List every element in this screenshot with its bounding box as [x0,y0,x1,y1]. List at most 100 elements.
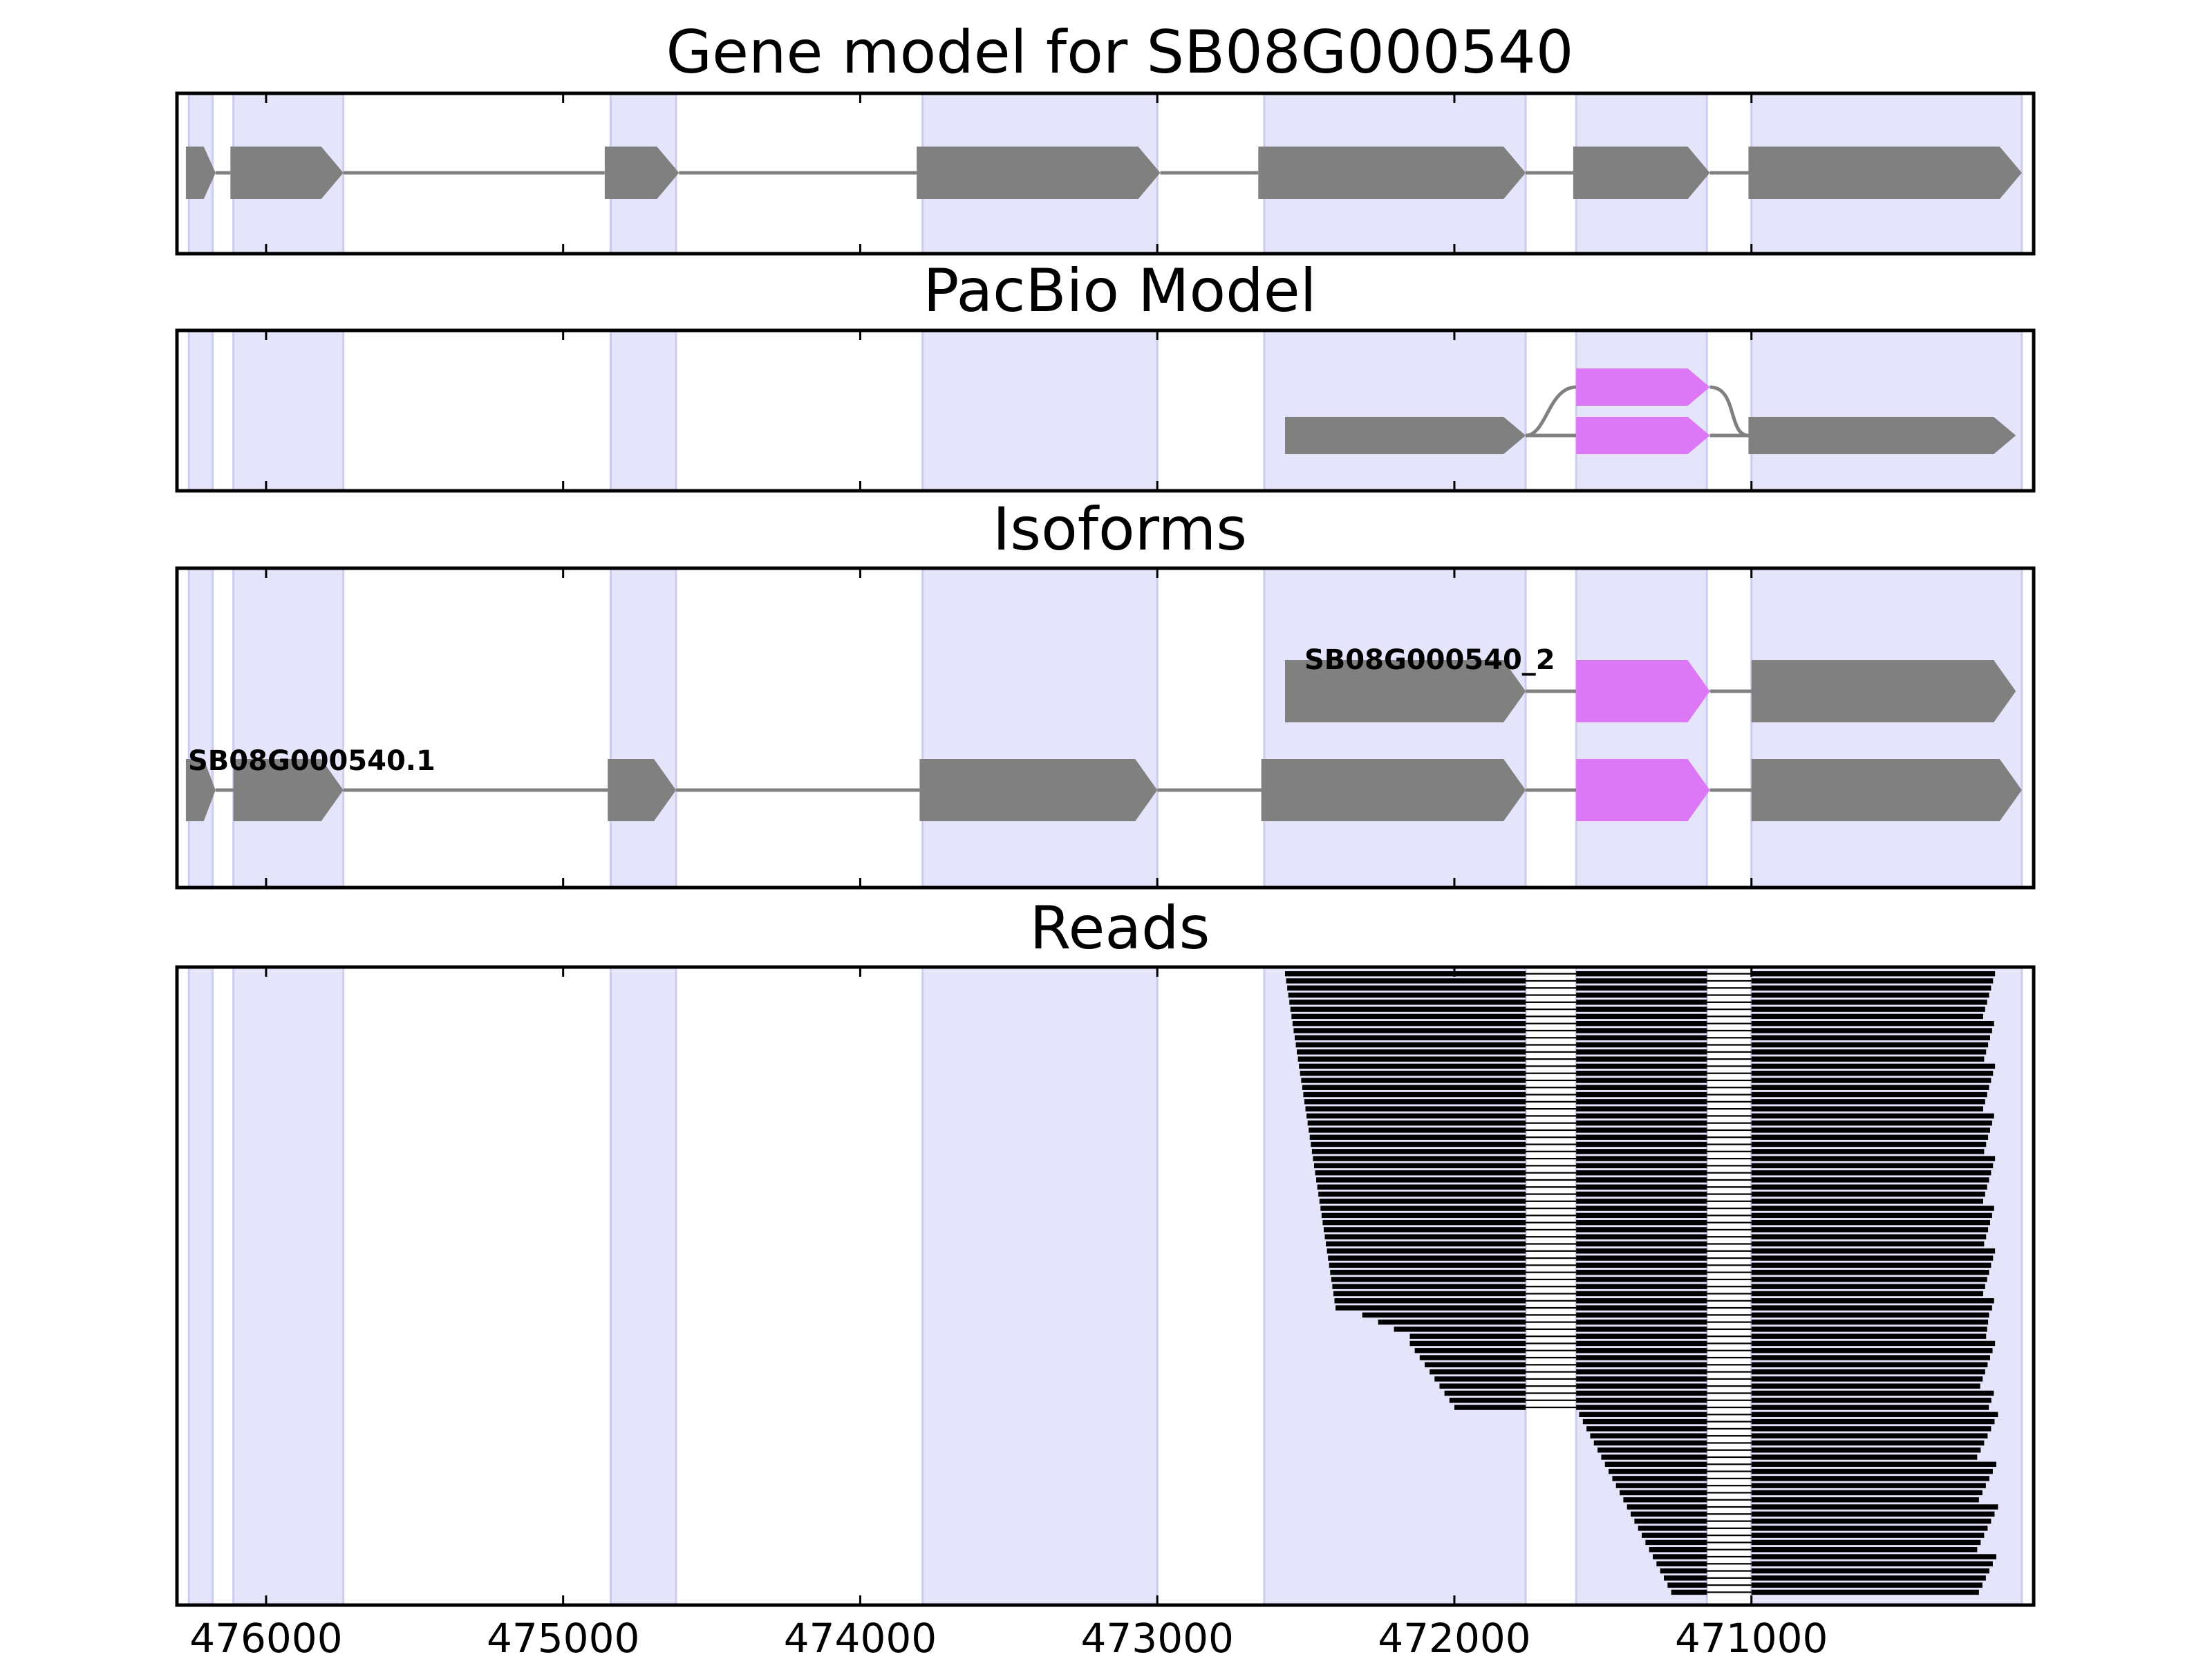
read-gap-line [1707,1271,1752,1273]
read-gap-line [1707,1535,1752,1537]
read-gap-line [1526,1029,1577,1032]
read-gap-line [1707,1037,1752,1039]
read-segment [1576,1042,1707,1048]
read-gap-line [1707,1065,1752,1067]
read-gap-line [1526,980,1577,982]
exon-band [1575,567,1708,889]
read-gap-line [1526,1129,1577,1132]
read-segment [1424,1362,1526,1368]
alt-exon-arrow [1576,759,1710,821]
read-gap-line [1707,1100,1752,1103]
x-tick-label: 475000 [487,1615,639,1659]
read-gap-line [1707,1449,1752,1451]
read-segment [1576,1284,1707,1289]
read-segment [1329,1262,1526,1268]
read-gap-line [1707,1044,1752,1046]
read-segment [1751,1518,1991,1524]
read-gap-line [1707,1385,1752,1387]
pacbio-model-panel-ticks [265,330,1753,491]
exon-band [232,329,345,492]
read-segment [1576,1000,1707,1005]
exon-band [187,567,214,889]
read-segment [1751,1383,1980,1389]
read-segment [1751,1369,1985,1375]
read-segment [1638,1526,1707,1531]
read-segment [1751,1291,1983,1297]
read-segment [1751,1547,1978,1553]
read-gap-line [1526,973,1577,975]
read-segment [1751,992,1989,998]
read-segment [1576,1199,1707,1204]
read-gap-line [1707,1364,1752,1366]
read-segment [1751,1319,1989,1325]
exon-band [609,567,677,889]
read-segment [1335,1305,1526,1311]
read-segment [1430,1369,1526,1375]
read-segment [1664,1575,1707,1581]
read-gap-line [1707,1022,1752,1024]
reads-panel: Reads [175,894,2036,1607]
read-segment [1449,1398,1526,1403]
read-segment [1576,1291,1707,1297]
read-segment [1313,1156,1526,1161]
read-segment [1299,1063,1526,1069]
gene-model-panel-frame [175,91,2036,256]
read-segment [1439,1383,1526,1389]
read-segment [1444,1390,1526,1396]
read-segment [1645,1539,1707,1546]
read-gap-line [1707,1349,1752,1351]
read-gap-line [1526,1022,1577,1024]
read-gap-line [1707,1186,1752,1188]
read-gap-line [1707,1278,1752,1281]
read-segment [1576,1078,1707,1083]
read-segment [1751,1248,1996,1254]
read-segment [1751,1582,1983,1588]
read-segment [1576,1398,1707,1403]
pacbio-model-panel-title: PacBio Model [923,256,1316,326]
read-segment [1751,1305,1992,1311]
alt-exon-arrow [1576,660,1710,722]
read-segment [1751,1234,1987,1239]
read-gap-line [1707,1442,1752,1444]
reads-panel-ticks [265,967,1753,1605]
read-segment [1751,1440,1985,1446]
read-segment [1751,1056,1985,1062]
read-segment [1751,1212,1992,1219]
read-gap-line [1707,1087,1752,1089]
read-segment [1593,1440,1707,1446]
read-segment [1642,1533,1707,1538]
read-segment [1751,1277,1987,1282]
read-gap-line [1707,1541,1752,1544]
read-segment [1751,1141,1987,1147]
read-segment [1315,1170,1526,1176]
exon-band [232,966,345,1606]
read-gap-line [1707,1427,1752,1430]
read-gap-line [1707,1058,1752,1060]
exon-band [1263,329,1527,492]
read-gap-line [1526,1179,1577,1181]
read-gap-line [1526,1328,1577,1331]
read-segment [1751,1269,1989,1275]
read-gap-line [1526,1342,1577,1344]
read-segment [1609,1468,1707,1474]
read-segment [1287,985,1526,991]
gene-model-panel-title: Gene model for SB08G000540 [666,18,1574,87]
read-gap-line [1526,1065,1577,1067]
read-segment [1311,1141,1526,1147]
x-tick-label: 476000 [189,1615,342,1659]
read-segment [1576,1156,1707,1161]
read-segment [1582,1418,1707,1425]
read-gap-line [1707,1293,1752,1295]
read-segment [1656,1561,1707,1566]
read-segment [1751,1106,1983,1112]
read-gap-line [1707,1250,1752,1252]
pacbio-model-panel: PacBio Model [175,256,2036,493]
read-gap-line [1707,1115,1752,1117]
read-gap-line [1526,994,1577,996]
read-segment [1751,1063,1996,1069]
splice-curve [1525,385,1577,438]
read-segment [1316,1177,1526,1183]
read-gap-line [1707,987,1752,989]
read-segment [1660,1568,1707,1574]
read-segment [1320,1206,1526,1211]
